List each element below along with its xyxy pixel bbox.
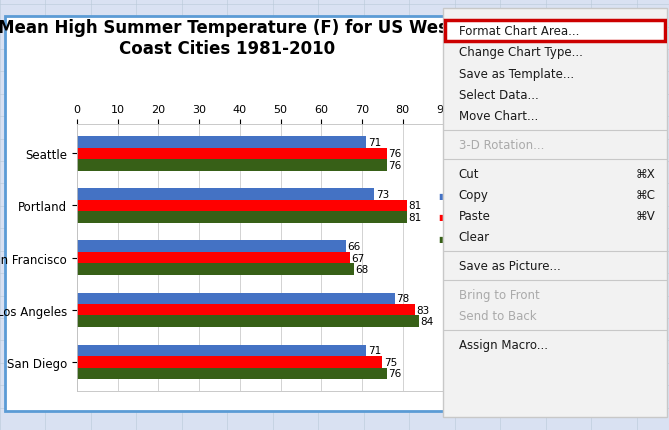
Text: Format Chart Area...: Format Chart Area...: [458, 25, 579, 38]
Text: 66: 66: [347, 242, 361, 252]
Text: 67: 67: [351, 253, 365, 263]
Text: ⌘C: ⌘C: [636, 188, 656, 201]
Text: 3-D Rotation...: 3-D Rotation...: [458, 138, 544, 151]
Text: 71: 71: [368, 346, 381, 356]
Text: 68: 68: [355, 264, 369, 274]
FancyBboxPatch shape: [443, 9, 667, 417]
Bar: [77, 200, 407, 212]
Text: 78: 78: [396, 294, 409, 304]
Text: 75: 75: [384, 357, 397, 367]
Bar: [77, 316, 419, 327]
Bar: [77, 345, 366, 356]
Text: 84: 84: [421, 316, 434, 326]
Bar: [77, 356, 383, 368]
Text: 81: 81: [409, 201, 421, 211]
Text: 73: 73: [376, 190, 389, 200]
Text: 81: 81: [409, 212, 421, 222]
Bar: [77, 304, 415, 316]
Text: ▮: ▮: [438, 191, 442, 200]
Text: Change Chart Type...: Change Chart Type...: [458, 46, 583, 59]
Text: Save as Template...: Save as Template...: [458, 68, 574, 80]
Text: Copy: Copy: [458, 188, 488, 201]
Text: Assign Macro...: Assign Macro...: [458, 338, 547, 351]
Bar: [77, 252, 350, 264]
Text: ⌘V: ⌘V: [636, 210, 656, 223]
Text: Paste: Paste: [458, 210, 490, 223]
Bar: [77, 368, 387, 379]
Text: Cut: Cut: [458, 167, 479, 180]
Bar: [77, 137, 366, 148]
Text: ⌘X: ⌘X: [636, 167, 656, 180]
Bar: [77, 148, 387, 160]
Text: ▮: ▮: [438, 213, 442, 221]
Text: Bring to Front: Bring to Front: [458, 288, 539, 301]
Text: ▮: ▮: [438, 234, 442, 243]
Text: Mean High Summer Temperature (F) for US West
Coast Cities 1981-2010: Mean High Summer Temperature (F) for US …: [0, 19, 456, 58]
Bar: [77, 212, 407, 223]
Bar: [77, 293, 395, 304]
Text: 76: 76: [388, 369, 401, 378]
Text: Save as Picture...: Save as Picture...: [458, 259, 561, 273]
Text: 71: 71: [368, 138, 381, 147]
Text: Clear: Clear: [458, 231, 490, 244]
FancyBboxPatch shape: [445, 22, 665, 42]
Text: 76: 76: [388, 160, 401, 170]
Bar: [77, 264, 354, 275]
Bar: [77, 189, 374, 200]
Bar: [77, 160, 387, 171]
Text: 76: 76: [388, 149, 401, 159]
Text: Send to Back: Send to Back: [458, 309, 536, 322]
Text: Select Data...: Select Data...: [458, 89, 539, 101]
Bar: [77, 241, 346, 252]
Text: Move Chart...: Move Chart...: [458, 110, 538, 123]
Text: 83: 83: [417, 305, 430, 315]
